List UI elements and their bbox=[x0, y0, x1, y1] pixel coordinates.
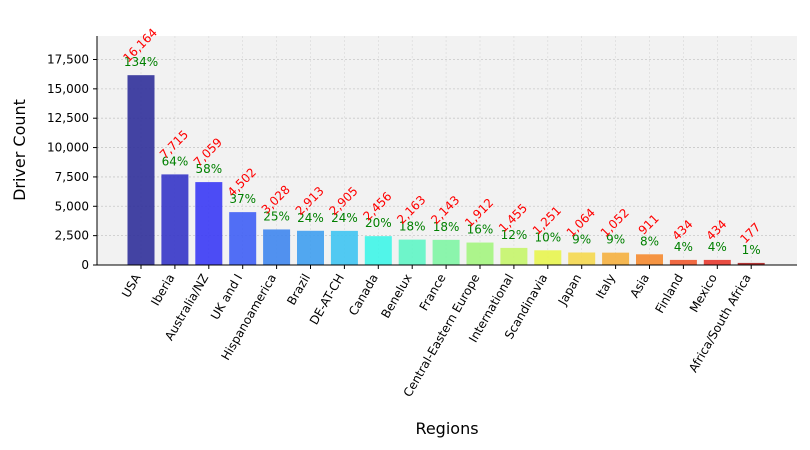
bar bbox=[737, 262, 765, 265]
percent-label: 16% bbox=[467, 223, 494, 237]
bar bbox=[195, 182, 223, 265]
bar bbox=[364, 236, 392, 265]
bar bbox=[330, 230, 358, 265]
percent-label: 24% bbox=[331, 211, 358, 225]
x-tick-label: Iberia bbox=[148, 272, 177, 309]
bar bbox=[263, 229, 291, 265]
percent-label: 64% bbox=[162, 154, 189, 168]
y-tick-label: 12,500 bbox=[47, 111, 89, 125]
bar bbox=[568, 252, 596, 265]
percent-label: 58% bbox=[195, 162, 222, 176]
x-tick-label: Mexico bbox=[687, 272, 720, 315]
percent-label: 25% bbox=[263, 209, 290, 223]
x-tick-label: Benelux bbox=[378, 272, 414, 321]
percent-label: 37% bbox=[229, 192, 256, 206]
bar bbox=[229, 212, 257, 265]
x-tick-label: France bbox=[417, 272, 449, 314]
x-axis-label: Regions bbox=[415, 419, 478, 438]
y-tick-label: 2,500 bbox=[55, 229, 89, 243]
bar bbox=[500, 247, 528, 265]
percent-label: 24% bbox=[297, 211, 324, 225]
y-tick-label: 5,000 bbox=[55, 199, 89, 213]
x-tick-label: Finland bbox=[652, 272, 686, 316]
percent-label: 18% bbox=[399, 220, 426, 234]
bars bbox=[127, 75, 765, 266]
percent-label: 12% bbox=[501, 228, 528, 242]
bar bbox=[432, 239, 460, 265]
y-tick-label: 17,500 bbox=[47, 52, 89, 66]
percent-label: 9% bbox=[572, 233, 591, 247]
percent-label: 1% bbox=[742, 243, 761, 257]
x-tick-label: Asia bbox=[627, 272, 652, 301]
x-tick-label: Brazil bbox=[284, 272, 313, 308]
percent-label: 9% bbox=[606, 233, 625, 247]
bar bbox=[534, 250, 562, 265]
y-tick-label: 10,000 bbox=[47, 141, 89, 155]
y-tick-label: 0 bbox=[81, 258, 89, 272]
bar bbox=[602, 252, 630, 265]
x-tick-label: UK and I bbox=[208, 272, 245, 323]
x-tick-label: DE-AT-CH bbox=[307, 272, 347, 328]
y-axis-label: Driver Count bbox=[10, 99, 29, 201]
bar bbox=[466, 242, 494, 265]
percent-label: 4% bbox=[708, 240, 727, 254]
y-tick-label: 7,500 bbox=[55, 170, 89, 184]
percent-label: 134% bbox=[124, 55, 158, 69]
x-tick-label: Italy bbox=[593, 272, 618, 302]
bar bbox=[161, 174, 189, 265]
x-tick-label: Canada bbox=[346, 272, 381, 319]
x-tick-label: Japan bbox=[555, 272, 584, 309]
x-tick-label: Africa/South Africa bbox=[686, 272, 754, 375]
bar bbox=[669, 259, 697, 265]
bar bbox=[703, 259, 731, 265]
percent-label: 8% bbox=[640, 234, 659, 248]
bar bbox=[398, 239, 426, 265]
percent-label: 10% bbox=[534, 230, 561, 244]
percent-label: 4% bbox=[674, 240, 693, 254]
y-ticks: 0 2,500 5,000 7,500 10,000 12,500 15,000 17,500 bbox=[47, 52, 97, 272]
y-tick-label: 15,000 bbox=[47, 82, 89, 96]
percent-label: 18% bbox=[433, 220, 460, 234]
bar bbox=[636, 254, 663, 265]
bar bbox=[297, 230, 324, 265]
bar bbox=[127, 75, 155, 266]
percent-label: 20% bbox=[365, 216, 392, 230]
x-tick-label: USA bbox=[119, 271, 144, 300]
axes bbox=[96, 36, 797, 266]
